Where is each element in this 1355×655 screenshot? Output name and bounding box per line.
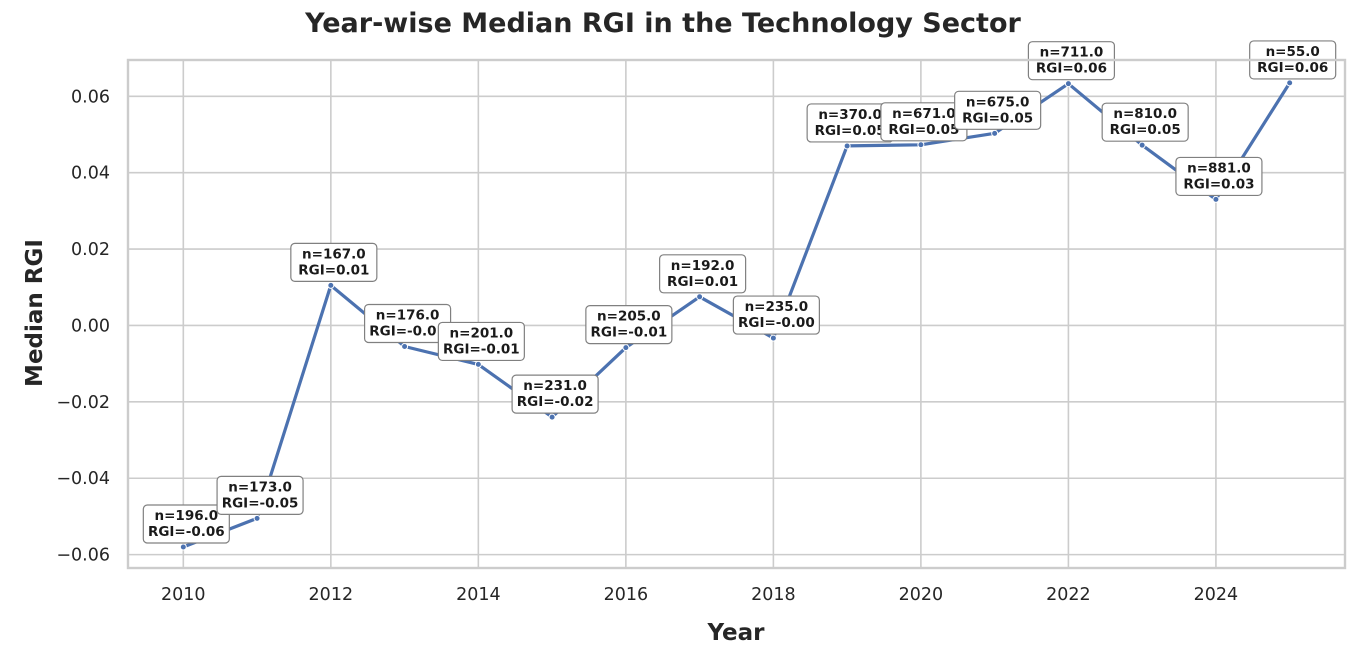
- plot-frame: [126, 58, 1347, 570]
- x-tick-label: 2010: [161, 585, 206, 605]
- data-point: [1286, 79, 1294, 87]
- annotation-rgi: RGI=-0.02: [517, 394, 594, 410]
- annotation-rgi: RGI=0.06: [1257, 60, 1328, 76]
- data-point: [327, 281, 335, 289]
- annotation-count: n=192.0: [671, 258, 735, 274]
- data-point: [769, 334, 777, 342]
- data-point: [843, 142, 851, 150]
- annotation-box: [437, 321, 525, 362]
- data-point: [1064, 80, 1072, 88]
- x-tick-label: 2020: [899, 585, 944, 605]
- annotation-rgi: RGI=0.01: [667, 274, 738, 290]
- annotation-rgi: RGI=-0.01: [369, 323, 446, 339]
- annotation-rgi: RGI=0.05: [815, 123, 886, 139]
- annotation-box: [511, 374, 599, 414]
- annotation-count: n=201.0: [450, 325, 514, 341]
- annotation-rgi: RGI=-0.06: [148, 524, 225, 540]
- x-axis-label: Year: [706, 620, 765, 646]
- annotation-count: n=196.0: [155, 508, 219, 524]
- y-axis-label: Median RGI: [22, 239, 48, 387]
- annotation-rgi: RGI=-0.01: [590, 325, 667, 341]
- data-point: [622, 344, 630, 352]
- annotation-rgi: RGI=0.05: [962, 110, 1033, 126]
- annotation-box: [142, 504, 230, 544]
- y-tick-label: 0.06: [71, 87, 110, 107]
- data-point: [991, 129, 999, 137]
- annotation-count: n=881.0: [1187, 160, 1251, 176]
- annotation-box: [585, 305, 673, 345]
- y-tick-label: 0.04: [71, 164, 110, 184]
- data-point: [696, 293, 704, 301]
- annotation-box: [216, 475, 304, 515]
- chart-title: Year-wise Median RGI in the Technology S…: [304, 8, 1021, 39]
- x-tick-label: 2018: [751, 585, 796, 605]
- annotation-rgi: RGI=0.03: [1183, 176, 1254, 192]
- data-point: [474, 360, 482, 368]
- x-tick-label: 2012: [309, 585, 354, 605]
- annotation-rgi: RGI=0.05: [888, 122, 959, 138]
- y-tick-label: −0.02: [56, 393, 110, 413]
- x-tick-label: 2024: [1194, 585, 1239, 605]
- data-point: [548, 413, 556, 421]
- annotation-count: n=711.0: [1040, 45, 1104, 61]
- annotation-count: n=173.0: [228, 479, 292, 495]
- annotation-rgi: RGI=0.01: [298, 262, 369, 278]
- y-axis-ticks: −0.06 −0.04 −0.02 0.00 0.02 0.04 0.06: [56, 87, 110, 565]
- annotation-count: n=370.0: [818, 107, 882, 123]
- x-tick-label: 2022: [1046, 585, 1091, 605]
- annotation-count: n=231.0: [523, 378, 587, 394]
- x-tick-label: 2016: [604, 585, 649, 605]
- annotation-box: [954, 90, 1042, 130]
- y-tick-label: −0.04: [56, 469, 110, 489]
- y-tick-label: −0.06: [56, 546, 110, 566]
- data-point: [179, 543, 187, 551]
- x-axis-ticks: 2010 2012 2014 2016 2018 2020 2022 2024: [161, 585, 1238, 605]
- annotation-count: n=235.0: [745, 299, 809, 315]
- data-point: [253, 514, 261, 522]
- annotation-box: [732, 295, 820, 335]
- data-point: [917, 141, 925, 149]
- x-tick-label: 2014: [456, 585, 501, 605]
- y-tick-label: 0.00: [71, 316, 110, 336]
- annotation-rgi: RGI=0.05: [1110, 122, 1181, 138]
- annotation-rgi: RGI=-0.00: [738, 315, 815, 331]
- annotation-count: n=55.0: [1266, 44, 1320, 60]
- annotation-count: n=671.0: [892, 106, 956, 122]
- annotation-box: [659, 254, 747, 294]
- annotation-rgi: RGI=-0.05: [222, 495, 299, 511]
- annotation-count: n=810.0: [1113, 106, 1177, 122]
- annotation-count: n=167.0: [302, 246, 366, 262]
- annotation-count: n=205.0: [597, 309, 661, 325]
- annotation-count: n=675.0: [966, 94, 1030, 110]
- annotation-rgi: RGI=0.06: [1036, 61, 1107, 77]
- y-tick-label: 0.02: [71, 240, 110, 260]
- data-point: [1212, 195, 1220, 203]
- annotation-count: n=176.0: [376, 307, 440, 323]
- annotation-layer: n=196.0RGI=-0.06n=173.0RGI=-0.05n=167.0R…: [142, 40, 1337, 544]
- annotation-rgi: RGI=-0.01: [443, 341, 520, 357]
- annotation-box: [1101, 102, 1189, 142]
- annotation-box: [1175, 156, 1263, 197]
- data-point: [1138, 141, 1146, 149]
- annotation-box: [290, 242, 378, 282]
- data-point: [401, 342, 409, 350]
